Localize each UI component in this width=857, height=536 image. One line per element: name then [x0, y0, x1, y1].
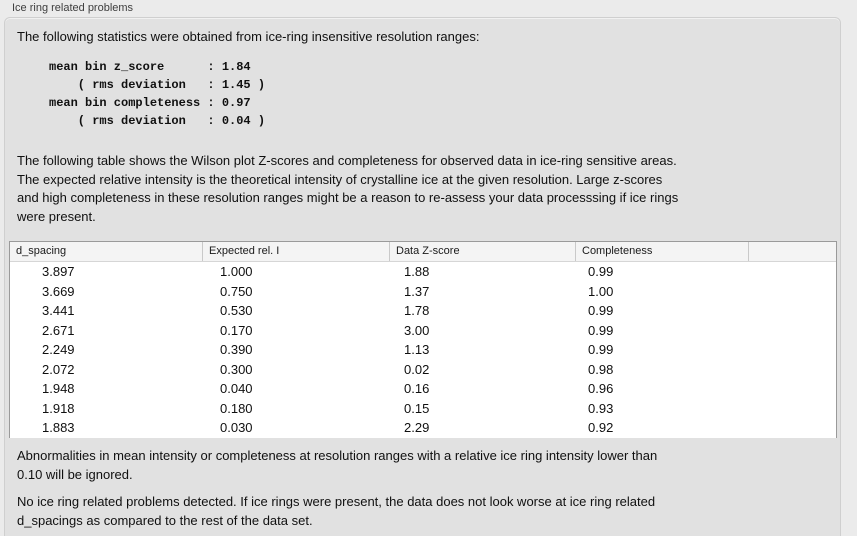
description-line: were present.	[17, 208, 96, 224]
table-row[interactable]: 1.883 0.030 2.29 0.92	[10, 418, 836, 438]
cell-data-z-score: 1.13	[404, 342, 430, 358]
header-d-spacing[interactable]: d_spacing	[16, 245, 67, 257]
description-text: The following table shows the Wilson plo…	[17, 152, 678, 226]
cell-d-spacing: 1.948	[42, 381, 75, 397]
cell-data-z-score: 1.37	[404, 283, 430, 299]
stat-line-z-rms-deviation: ( rms deviation : 1.45 )	[49, 78, 266, 92]
table-row[interactable]: 2.072 0.300 0.02 0.98	[10, 359, 836, 379]
stat-line-completeness-rms-deviation: ( rms deviation : 0.04 )	[49, 114, 266, 128]
table-row[interactable]: 3.441 0.530 1.78 0.99	[10, 301, 836, 321]
cell-completeness: 0.92	[588, 420, 614, 436]
cell-d-spacing: 3.441	[42, 303, 75, 319]
header-data-z-score[interactable]: Data Z-score	[389, 242, 575, 261]
description-line: The following table shows the Wilson plo…	[17, 153, 677, 168]
description-line: The expected relative intensity is the t…	[17, 171, 663, 187]
header-completeness[interactable]: Completeness	[575, 242, 748, 261]
table-header: d_spacing Expected rel. I Data Z-score C…	[10, 242, 836, 262]
cell-expected-rel-i: 0.390	[220, 342, 253, 358]
cell-d-spacing: 3.897	[42, 264, 75, 280]
cell-completeness: 0.99	[588, 264, 614, 280]
cell-data-z-score: 0.02	[404, 361, 430, 377]
cell-d-spacing: 2.671	[42, 322, 75, 338]
table-body: 3.897 1.000 1.88 0.99 3.669 0.750 1.37 1…	[10, 262, 836, 438]
table-row[interactable]: 2.249 0.390 1.13 0.99	[10, 340, 836, 360]
cell-expected-rel-i: 1.000	[220, 264, 253, 280]
cell-d-spacing: 1.883	[42, 420, 75, 436]
ice-ring-panel: The following statistics were obtained f…	[4, 17, 841, 536]
cell-completeness: 0.98	[588, 361, 614, 377]
table-row[interactable]: 3.669 0.750 1.37 1.00	[10, 281, 836, 301]
header-empty[interactable]	[748, 242, 836, 261]
header-expected-rel-i[interactable]: Expected rel. I	[202, 242, 389, 261]
cell-data-z-score: 2.29	[404, 420, 430, 436]
cell-d-spacing: 2.072	[42, 361, 75, 377]
cell-expected-rel-i: 0.530	[220, 303, 253, 319]
conclusion-note-line: d_spacings as compared to the rest of th…	[17, 512, 313, 528]
cell-d-spacing: 3.669	[42, 283, 75, 299]
panel-title: Ice ring related problems	[12, 2, 134, 14]
cell-expected-rel-i: 0.040	[220, 381, 253, 397]
cell-d-spacing: 2.249	[42, 342, 75, 358]
table-row[interactable]: 2.671 0.170 3.00 0.99	[10, 320, 836, 340]
table-row[interactable]: 3.897 1.000 1.88 0.99	[10, 262, 836, 282]
cell-data-z-score: 0.15	[404, 400, 430, 416]
ignore-note: Abnormalities in mean intensity or compl…	[17, 447, 657, 484]
stat-line-mean-completeness: mean bin completeness : 0.97	[49, 96, 251, 110]
cell-data-z-score: 3.00	[404, 322, 430, 338]
ignore-note-line: Abnormalities in mean intensity or compl…	[17, 448, 658, 463]
cell-completeness: 1.00	[588, 283, 614, 299]
cell-completeness: 0.93	[588, 400, 614, 416]
cell-data-z-score: 1.78	[404, 303, 430, 319]
cell-completeness: 0.99	[588, 342, 614, 358]
table-row[interactable]: 1.948 0.040 0.16 0.96	[10, 379, 836, 399]
stats-block: mean bin z_score : 1.84 ( rms deviation …	[49, 58, 265, 130]
conclusion-note: No ice ring related problems detected. I…	[17, 493, 655, 530]
cell-data-z-score: 0.16	[404, 381, 430, 397]
table-row[interactable]: 1.918 0.180 0.15 0.93	[10, 398, 836, 418]
cell-expected-rel-i: 0.180	[220, 400, 253, 416]
cell-completeness: 0.99	[588, 322, 614, 338]
cell-expected-rel-i: 0.170	[220, 322, 253, 338]
conclusion-note-line: No ice ring related problems detected. I…	[17, 494, 656, 509]
cell-expected-rel-i: 0.300	[220, 361, 253, 377]
description-line: and high completeness in these resolutio…	[17, 190, 679, 205]
stat-line-mean-z-score: mean bin z_score : 1.84	[49, 60, 251, 74]
cell-expected-rel-i: 0.750	[220, 283, 253, 299]
cell-completeness: 0.99	[588, 303, 614, 319]
cell-d-spacing: 1.918	[42, 400, 75, 416]
cell-completeness: 0.96	[588, 381, 614, 397]
cell-data-z-score: 1.88	[404, 264, 430, 280]
cell-expected-rel-i: 0.030	[220, 420, 253, 436]
ignore-note-line: 0.10 will be ignored.	[17, 466, 133, 482]
ice-ring-table: d_spacing Expected rel. I Data Z-score C…	[9, 241, 837, 438]
intro-text: The following statistics were obtained f…	[17, 29, 480, 44]
